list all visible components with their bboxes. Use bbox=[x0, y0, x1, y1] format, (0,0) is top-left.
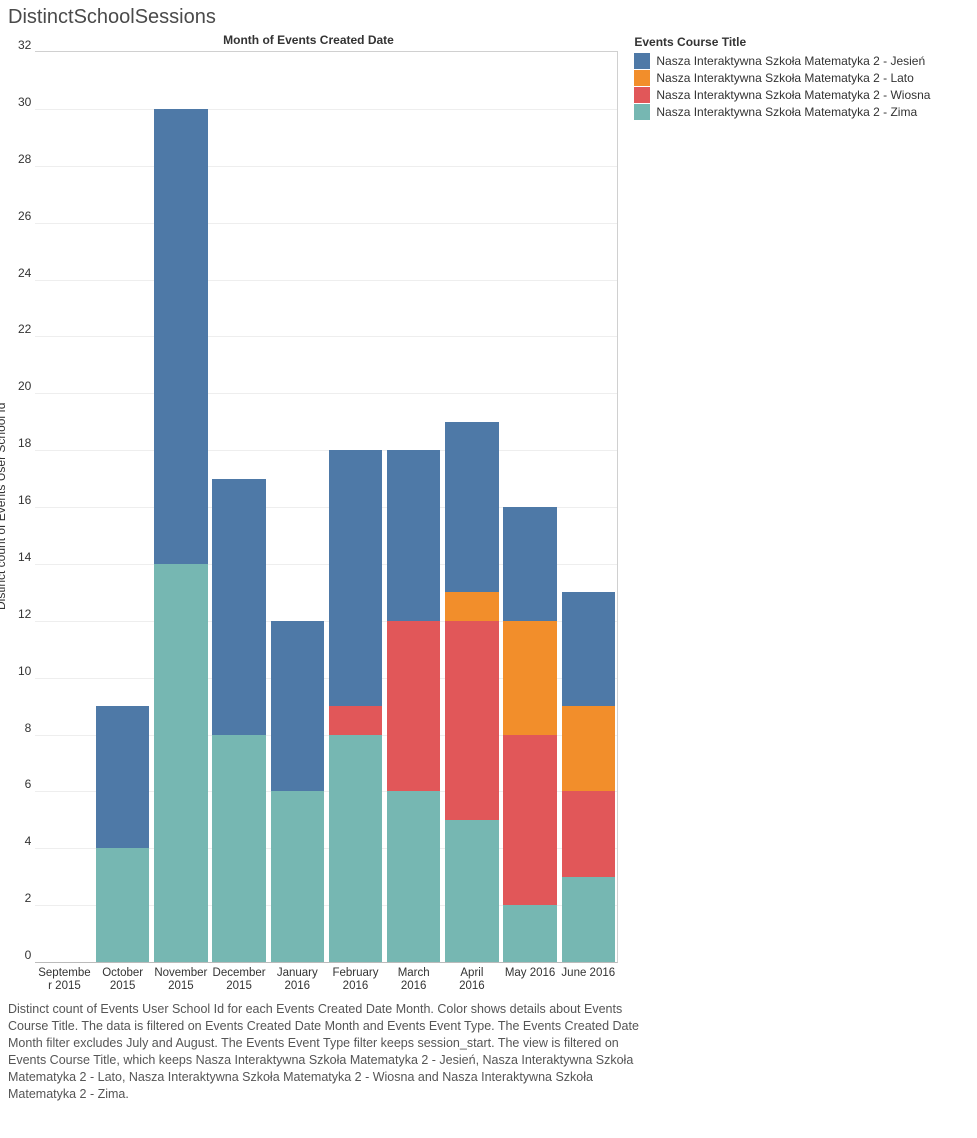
bar-8 bbox=[503, 507, 557, 962]
bar-slot bbox=[94, 52, 152, 962]
bar-segment-jesien bbox=[387, 450, 441, 621]
bar-slot bbox=[152, 52, 210, 962]
bar-segment-wiosna bbox=[387, 621, 441, 792]
bar-2 bbox=[154, 109, 208, 962]
bar-slot bbox=[268, 52, 326, 962]
y-axis-title: Distinct count of Events User School Id bbox=[0, 402, 8, 609]
bar-4 bbox=[271, 621, 325, 962]
x-axis-title: Month of Events Created Date bbox=[0, 33, 617, 51]
legend-item-wiosna[interactable]: Nasza Interaktywna Szkoła Matematyka 2 -… bbox=[634, 87, 930, 103]
legend-label-wiosna: Nasza Interaktywna Szkoła Matematyka 2 -… bbox=[656, 88, 930, 102]
bar-slot bbox=[35, 52, 93, 962]
bar-segment-jesien bbox=[503, 507, 557, 621]
bar-slot bbox=[501, 52, 559, 962]
legend-label-lato: Nasza Interaktywna Szkoła Matematyka 2 -… bbox=[656, 71, 913, 85]
legend-label-jesien: Nasza Interaktywna Szkoła Matematyka 2 -… bbox=[656, 54, 925, 68]
legend-title: Events Course Title bbox=[634, 35, 930, 49]
x-tick: May 2016 bbox=[501, 963, 559, 993]
viz-container: DistinctSchoolSessions Month of Events C… bbox=[0, 0, 977, 1113]
chart-caption: Distinct count of Events User School Id … bbox=[0, 993, 656, 1112]
x-tick: February2016 bbox=[326, 963, 384, 993]
bar-slot bbox=[326, 52, 384, 962]
bar-segment-jesien bbox=[445, 422, 499, 593]
legend-label-zima: Nasza Interaktywna Szkoła Matematyka 2 -… bbox=[656, 105, 917, 119]
bar-segment-zima bbox=[96, 848, 150, 962]
legend-item-zima[interactable]: Nasza Interaktywna Szkoła Matematyka 2 -… bbox=[634, 104, 930, 120]
legend-item-jesien[interactable]: Nasza Interaktywna Szkoła Matematyka 2 -… bbox=[634, 53, 930, 69]
legend-swatch-wiosna bbox=[634, 87, 650, 103]
bar-segment-jesien bbox=[562, 592, 616, 706]
x-tick: March2016 bbox=[385, 963, 443, 993]
bar-6 bbox=[387, 450, 441, 962]
legend-swatch-jesien bbox=[634, 53, 650, 69]
plot-wrap: Distinct count of Events User School Id … bbox=[0, 51, 618, 993]
bar-segment-zima bbox=[154, 564, 208, 962]
bar-7 bbox=[445, 422, 499, 962]
bar-segment-zima bbox=[445, 820, 499, 962]
bar-segment-lato bbox=[562, 706, 616, 791]
bar-segment-zima bbox=[271, 791, 325, 962]
x-tick: January2016 bbox=[268, 963, 326, 993]
chart-area: Month of Events Created Date Distinct co… bbox=[0, 33, 618, 993]
bar-segment-wiosna bbox=[562, 791, 616, 876]
bar-segment-zima bbox=[212, 735, 266, 963]
plot-area bbox=[35, 51, 618, 963]
bar-slot bbox=[210, 52, 268, 962]
bar-segment-zima bbox=[562, 877, 616, 962]
bar-1 bbox=[96, 706, 150, 962]
bar-segment-jesien bbox=[212, 479, 266, 735]
bar-segment-lato bbox=[503, 621, 557, 735]
bar-slot bbox=[385, 52, 443, 962]
bar-segment-lato bbox=[445, 592, 499, 620]
legend-item-lato[interactable]: Nasza Interaktywna Szkoła Matematyka 2 -… bbox=[634, 70, 930, 86]
x-tick: December2015 bbox=[210, 963, 268, 993]
x-tick: June 2016 bbox=[559, 963, 617, 993]
bars bbox=[35, 52, 617, 962]
x-tick: April2016 bbox=[443, 963, 501, 993]
y-axis: 32302826242220181614121086420 bbox=[18, 51, 35, 961]
bar-segment-jesien bbox=[154, 109, 208, 564]
bar-9 bbox=[562, 592, 616, 962]
bar-segment-jesien bbox=[96, 706, 150, 848]
bar-segment-jesien bbox=[271, 621, 325, 792]
bar-3 bbox=[212, 479, 266, 962]
x-axis: September 2015October2015November2015Dec… bbox=[35, 963, 617, 993]
bar-5 bbox=[329, 450, 383, 962]
bar-segment-zima bbox=[503, 905, 557, 962]
bar-segment-wiosna bbox=[503, 735, 557, 906]
legend-swatch-lato bbox=[634, 70, 650, 86]
bar-segment-wiosna bbox=[445, 621, 499, 820]
bar-segment-jesien bbox=[329, 450, 383, 706]
bar-segment-wiosna bbox=[329, 706, 383, 734]
bar-slot bbox=[443, 52, 501, 962]
bar-segment-zima bbox=[387, 791, 441, 962]
legend-items: Nasza Interaktywna Szkoła Matematyka 2 -… bbox=[634, 53, 930, 120]
legend-swatch-zima bbox=[634, 104, 650, 120]
x-tick: September 2015 bbox=[35, 963, 93, 993]
chart-row: Month of Events Created Date Distinct co… bbox=[0, 33, 977, 993]
bar-slot bbox=[559, 52, 617, 962]
x-tick: November2015 bbox=[152, 963, 210, 993]
legend: Events Course Title Nasza Interaktywna S… bbox=[618, 33, 930, 121]
x-tick: October2015 bbox=[94, 963, 152, 993]
bar-segment-zima bbox=[329, 735, 383, 963]
chart-title: DistinctSchoolSessions bbox=[0, 0, 977, 33]
